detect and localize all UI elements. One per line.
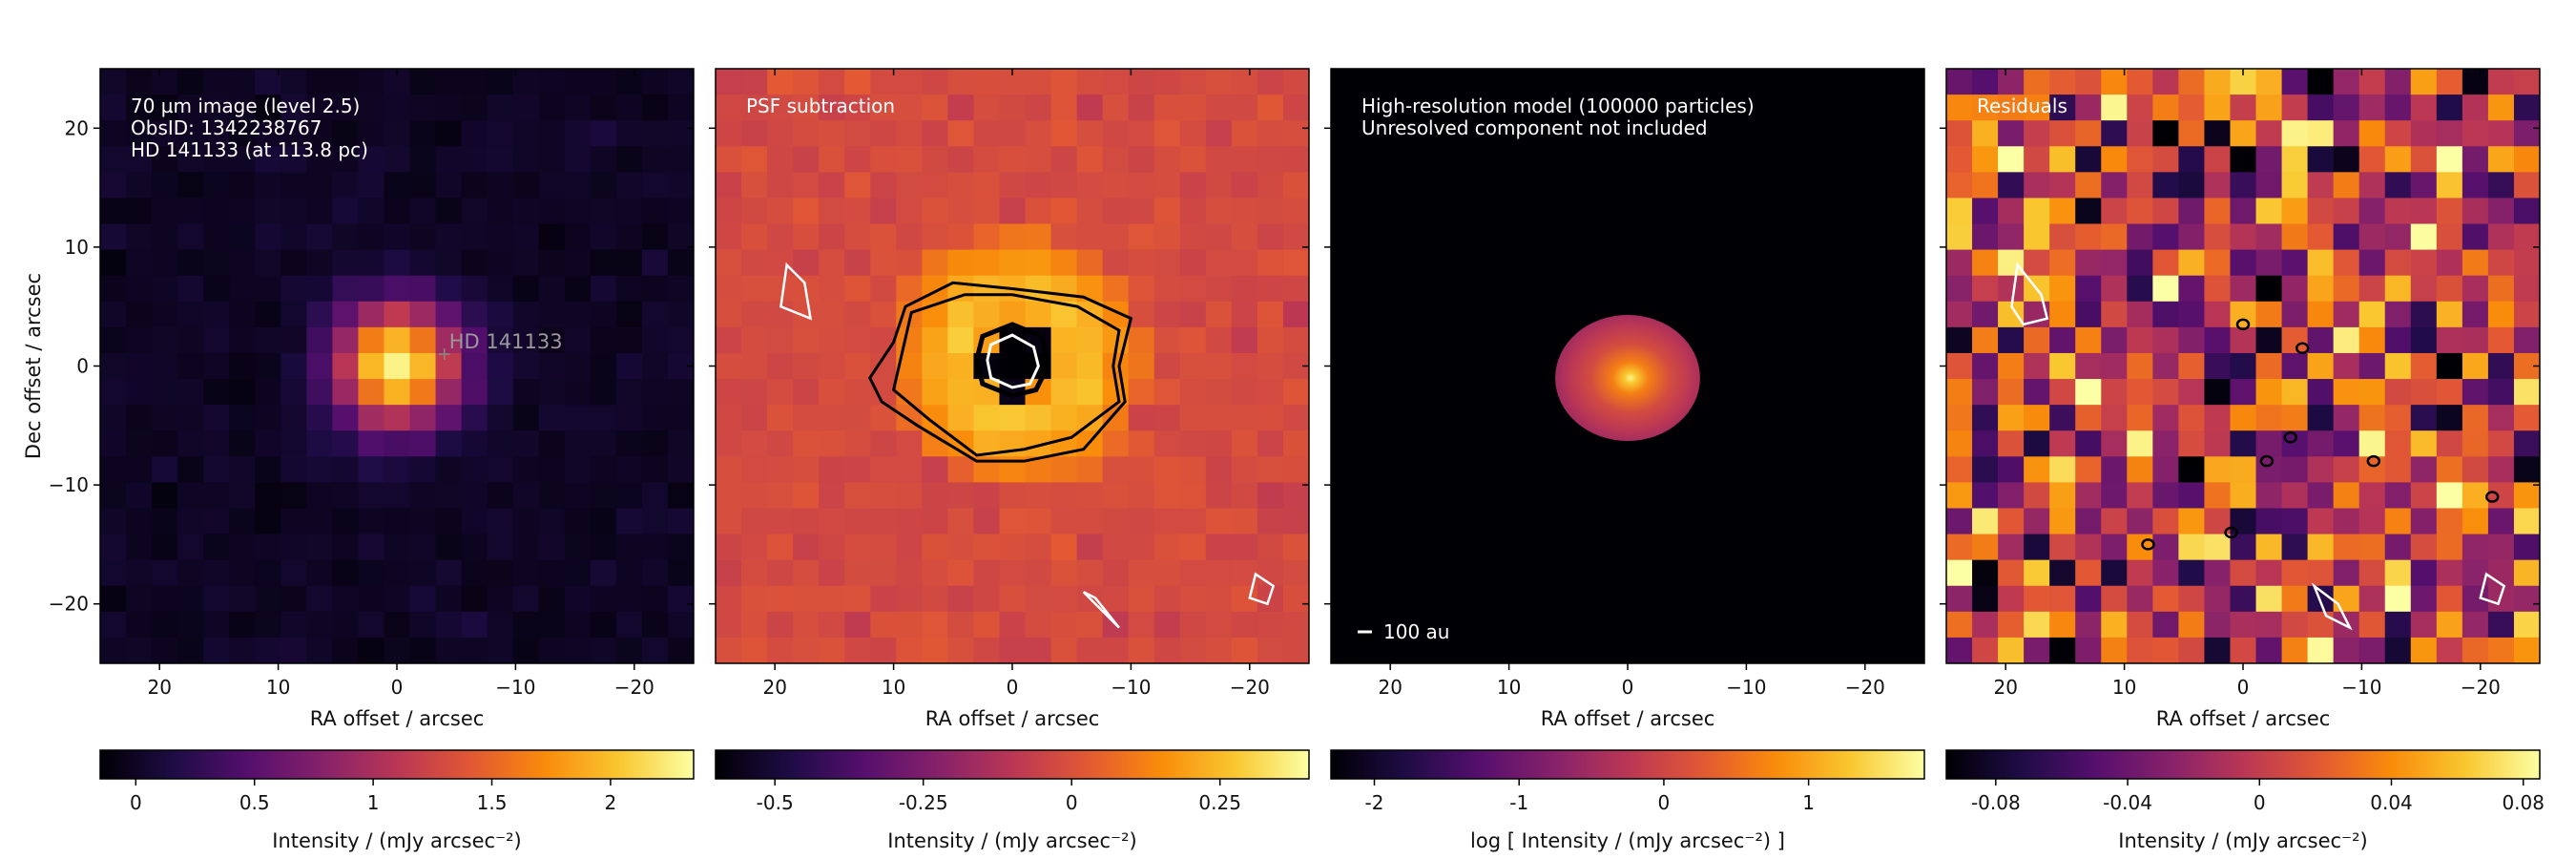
contour-white [2010, 262, 2049, 326]
contour-black [2141, 538, 2155, 551]
x-axis-label: RA offset / arcsec [1541, 707, 1715, 730]
x-tick-label: −20 [2461, 676, 2501, 699]
colorbar-psf-subtraction: -0.5 -0.25 0 0.25 Intensity / (mJy arcsec⁻²) [715, 749, 1310, 852]
contour-black [2224, 526, 2238, 539]
image-model [1331, 69, 1924, 663]
x-axis-label: RA offset / arcsec [925, 707, 1100, 730]
colorbar-observation: 0 0.5 1 1.5 2 Intensity / (mJy arcsec⁻²) [99, 749, 695, 852]
colorbar-tick-label: -1 [1509, 791, 1528, 814]
colorbar-tick-label: 0.04 [2370, 791, 2413, 814]
star-label: HD 141133 [449, 330, 563, 353]
panel-residuals: 20 10 0 −10 −20 RA offset / arcsec Residuals [1940, 68, 2541, 730]
model-disc [1555, 314, 1700, 441]
x-tick-label: 0 [391, 676, 404, 699]
contour-white [779, 262, 813, 321]
x-tick-label: 20 [147, 676, 171, 699]
contour-outer [867, 281, 1133, 463]
contour-black [2283, 431, 2298, 444]
panel-annotation: Residuals [1977, 94, 2067, 117]
panel-annotation: High-resolution model (100000 particles) [1361, 94, 1755, 117]
x-tick-label: 10 [2112, 676, 2136, 699]
colorbar-tick-label: -0.5 [757, 791, 794, 814]
x-tick-label: −20 [1230, 676, 1270, 699]
y-tick-label: −10 [49, 473, 89, 496]
colorbar-tick-label: -2 [1365, 791, 1384, 814]
contour-black [2366, 454, 2381, 468]
colorbar-tick-label: 2 [605, 791, 617, 814]
colorbar-bar [1945, 749, 2541, 780]
x-tick-label: −10 [495, 676, 535, 699]
colorbar-label: Intensity / (mJy arcsec⁻²) [272, 829, 521, 852]
colorbar-bar [1330, 749, 1925, 780]
scalebar-label: 100 au [1383, 620, 1449, 643]
colorbar-tick-label: -0.08 [1971, 791, 2021, 814]
x-axis-label: RA offset / arcsec [310, 707, 485, 730]
x-tick-label: 10 [882, 676, 905, 699]
image-residuals [1946, 69, 2540, 663]
x-tick-label: 10 [266, 676, 290, 699]
x-axis-label: RA offset / arcsec [2156, 707, 2331, 730]
colorbar-tick-label: 0 [130, 791, 142, 814]
y-tick-label: 0 [76, 355, 89, 378]
panel-observation: 20 10 0 −10 −20 20 10 0 −10 −20 RA offset / arcsec… [22, 68, 695, 730]
x-tick-label: 0 [1007, 676, 1019, 699]
panel-annotation: ObsID: 1342238767 [131, 116, 322, 139]
contour-black [2295, 342, 2310, 355]
colorbar-tick-label: 0.5 [239, 791, 270, 814]
contour-black [2235, 318, 2251, 331]
x-tick-label: −10 [1726, 676, 1766, 699]
contour-white [2479, 572, 2506, 606]
contour-inner [891, 293, 1121, 457]
x-tick-label: 10 [1497, 676, 1521, 699]
colorbar-tick-label: 0 [1066, 791, 1078, 814]
colorbar-tick-label: -0.04 [2103, 791, 2152, 814]
x-tick-label: −10 [1111, 676, 1151, 699]
x-tick-label: −10 [2341, 676, 2381, 699]
image-observation [100, 69, 694, 663]
contour-black [2259, 454, 2275, 468]
colorbar-tick-label: 0.08 [2502, 791, 2545, 814]
colorbar-residuals: -0.08 -0.04 0 0.04 0.08 Intensity / (mJy arcs… [1945, 749, 2545, 852]
colorbar-tick-label: 0 [2254, 791, 2266, 814]
colorbar-tick-label: 0.25 [1198, 791, 1241, 814]
colorbar-bar [99, 749, 695, 780]
colorbar-tick-label: 1.5 [477, 791, 508, 814]
colorbar-tick-label: 0 [1658, 791, 1671, 814]
x-tick-label: 20 [1993, 676, 2017, 699]
contour-white [1082, 591, 1120, 629]
contour-white [2311, 582, 2353, 631]
x-tick-label: 20 [1378, 676, 1402, 699]
contour-core-black [974, 322, 1050, 399]
colorbar-tick-label: -0.25 [899, 791, 948, 814]
colorbar-label: log [ Intensity / (mJy arcsec⁻²) ] [1470, 829, 1785, 852]
y-tick-label: 10 [65, 236, 89, 259]
panel-annotation: PSF subtraction [746, 94, 895, 117]
x-tick-label: −20 [614, 676, 654, 699]
x-tick-label: 20 [762, 676, 786, 699]
panel-model: 100 au 20 10 0 −10 −20 RA offset / arcsec High-… [1324, 68, 1925, 730]
x-tick-label: 0 [2237, 676, 2250, 699]
colorbar-model: -2 -1 0 1 log [ Intensity / (mJy arcsec⁻²) ] [1330, 749, 1925, 852]
colorbar-label: Intensity / (mJy arcsec⁻²) [887, 829, 1136, 852]
colorbar-tick-label: 1 [367, 791, 380, 814]
image-psf-subtraction [716, 69, 1309, 663]
x-tick-label: 0 [1622, 676, 1634, 699]
colorbar-label: Intensity / (mJy arcsec⁻²) [2118, 829, 2367, 852]
x-tick-label: −20 [1845, 676, 1885, 699]
contour-white [1248, 572, 1276, 606]
panel-psf-subtraction: 20 10 0 −10 −20 RA offset / arcsec PSF subtrac… [709, 68, 1310, 730]
contour-black [2484, 491, 2500, 503]
y-tick-label: 20 [65, 116, 89, 139]
y-tick-label: −20 [49, 593, 89, 616]
y-axis-label: Dec offset / arcsec [22, 273, 45, 459]
panel-annotation: HD 141133 (at 113.8 pc) [131, 138, 368, 161]
contour-core-white [986, 333, 1040, 389]
panel-annotation: Unresolved component not included [1361, 116, 1708, 139]
colorbar-bar [715, 749, 1310, 780]
panel-annotation: 70 µm image (level 2.5) [131, 94, 360, 117]
colorbar-tick-label: 1 [1802, 791, 1815, 814]
